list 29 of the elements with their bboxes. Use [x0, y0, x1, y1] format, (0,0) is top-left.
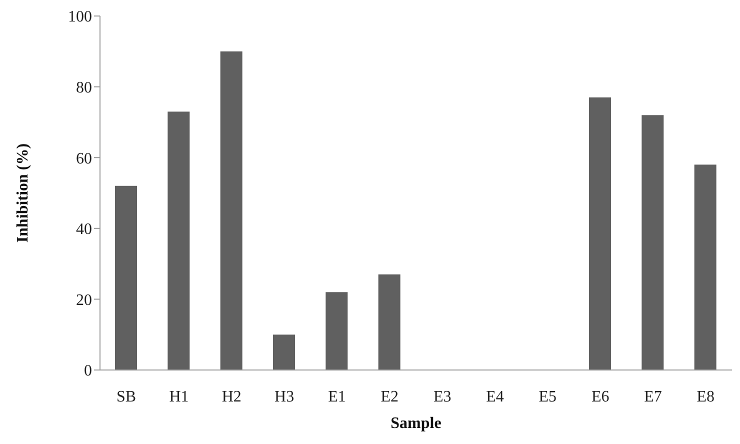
x-tick-label: E6 — [591, 388, 610, 406]
bar — [273, 334, 295, 370]
y-axis-title: Inhibition (%) — [14, 143, 32, 243]
x-tick-label: E1 — [328, 388, 346, 406]
x-tick-label: H2 — [222, 388, 242, 406]
y-tick-label: 40 — [76, 221, 92, 238]
y-tick-label: 100 — [68, 8, 92, 26]
bar — [220, 51, 242, 370]
x-axis-title: Sample — [390, 415, 442, 432]
bar — [642, 115, 664, 370]
bar — [694, 164, 716, 370]
y-tick-label: 0 — [84, 362, 92, 380]
bar — [589, 97, 611, 370]
y-tick-label: 60 — [76, 150, 92, 168]
bar — [115, 186, 137, 370]
y-tick-label: 80 — [76, 79, 92, 96]
x-tick-label: H1 — [169, 388, 189, 406]
x-tick-label: E7 — [644, 388, 662, 406]
x-tick-label: E4 — [486, 388, 504, 406]
bar — [326, 292, 348, 370]
x-tick-label: SB — [116, 388, 136, 406]
x-tick-label: E5 — [538, 388, 557, 406]
bar — [168, 112, 190, 370]
x-tick-label: E2 — [380, 388, 399, 406]
bar — [378, 274, 400, 370]
y-tick-label: 20 — [76, 292, 92, 309]
x-tick-label: E8 — [696, 388, 715, 406]
x-tick-label: H3 — [274, 388, 294, 406]
x-tick-label: E3 — [433, 388, 452, 406]
